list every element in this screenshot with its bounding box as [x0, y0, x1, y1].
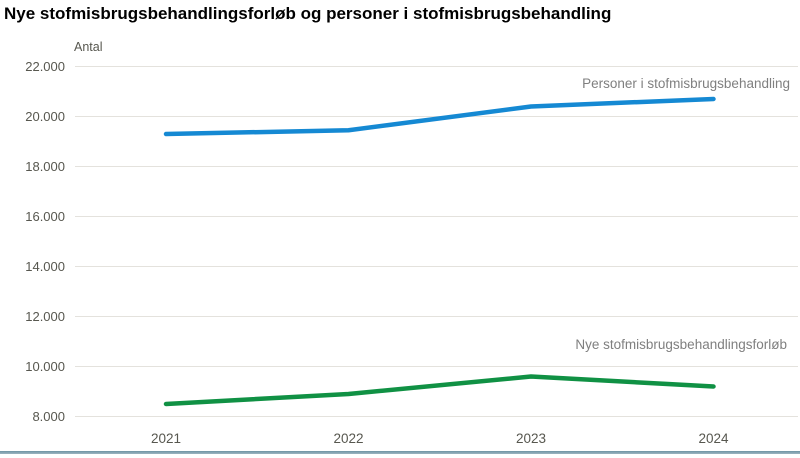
x-axis-tick-label: 2023: [516, 431, 546, 446]
y-axis-tick-label: 20.000: [25, 109, 65, 124]
y-axis-unit-label: Antal: [74, 40, 103, 54]
series-line-personer: [163, 96, 716, 137]
series-line-nye-forloeb: [163, 374, 716, 407]
chart-title: Nye stofmisbrugsbehandlingsforløb og per…: [4, 4, 612, 23]
y-axis-tick-label: 14.000: [25, 259, 65, 274]
y-axis-tick-label: 8.000: [32, 409, 65, 424]
y-axis-tick-label: 18.000: [25, 159, 65, 174]
bottom-accent-bar: [0, 451, 800, 454]
series-label-personer-i-stofmisbrugsbehandling: Personer i stofmisbrugsbehandling: [582, 76, 790, 91]
y-axis-tick-label: 16.000: [25, 209, 65, 224]
series-label-nye-stofmisbrugsbehandlingsforloeb: Nye stofmisbrugsbehandlingsforløb: [575, 337, 787, 352]
y-axis-tick-label: 10.000: [25, 359, 65, 374]
x-axis-tick-label: 2021: [151, 431, 181, 446]
y-axis-tick-label: 12.000: [25, 309, 65, 324]
y-axis-tick-label: 22.000: [25, 59, 65, 74]
x-axis-tick-label: 2024: [698, 431, 729, 446]
x-axis-tick-label: 2022: [333, 431, 363, 446]
